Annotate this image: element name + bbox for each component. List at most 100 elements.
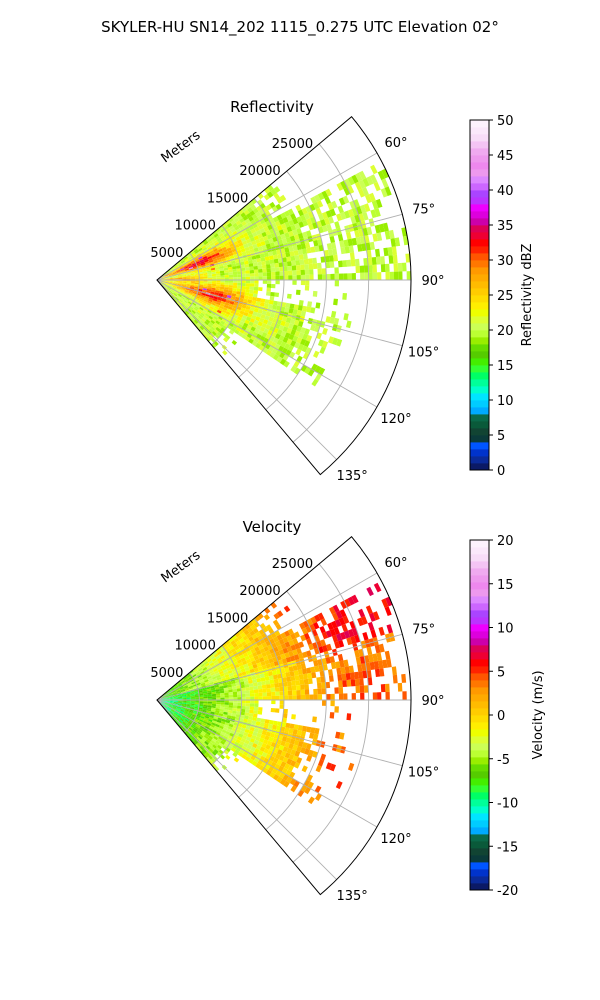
colorbar-swatch bbox=[470, 820, 489, 828]
radar-gate bbox=[166, 288, 170, 292]
radar-gate bbox=[280, 320, 286, 327]
radar-gate bbox=[259, 673, 265, 678]
radar-gate bbox=[164, 284, 168, 288]
range-tick-label: 10000 bbox=[174, 639, 215, 654]
radar-gate bbox=[289, 235, 296, 242]
radar-gate bbox=[234, 329, 240, 335]
radar-gate bbox=[372, 233, 378, 242]
radar-gate bbox=[170, 289, 175, 294]
sector-frame bbox=[156, 116, 412, 476]
radar-gate bbox=[336, 213, 343, 222]
radar-gate bbox=[313, 733, 319, 740]
radar-gate bbox=[300, 663, 307, 670]
radar-gate bbox=[164, 283, 169, 286]
radar-gate bbox=[181, 704, 187, 707]
radar-gate bbox=[265, 291, 271, 296]
radar-gate bbox=[185, 258, 190, 263]
radar-gate bbox=[374, 668, 381, 677]
radar-gate bbox=[277, 673, 283, 679]
radar-gate bbox=[164, 283, 169, 286]
radar-gate bbox=[283, 780, 290, 788]
radar-gate bbox=[196, 736, 202, 742]
radar-gate bbox=[247, 661, 253, 667]
radar-gate bbox=[286, 747, 293, 754]
radar-gate bbox=[261, 651, 267, 658]
radar-gate bbox=[194, 271, 199, 274]
radar-gate bbox=[244, 647, 251, 653]
radar-gate bbox=[253, 265, 259, 270]
radar-gate bbox=[340, 180, 348, 190]
radar-gate bbox=[198, 284, 204, 287]
radar-gate bbox=[200, 715, 205, 720]
radar-gate bbox=[207, 334, 213, 340]
radar-gate bbox=[209, 662, 215, 667]
radar-gate bbox=[189, 677, 194, 681]
radar-gate bbox=[216, 719, 222, 724]
colorbar-swatch bbox=[470, 463, 489, 471]
radar-gate bbox=[228, 329, 235, 335]
radar-gate bbox=[169, 698, 174, 700]
radar-gate bbox=[328, 675, 334, 682]
radar-gate bbox=[370, 174, 378, 184]
radar-gate bbox=[385, 263, 390, 273]
radar-gate bbox=[325, 762, 333, 770]
radar-gate bbox=[183, 256, 188, 261]
radar-gate bbox=[206, 686, 211, 690]
radar-gate bbox=[243, 257, 249, 262]
radar-gate bbox=[334, 641, 341, 649]
radar-gate bbox=[189, 726, 194, 730]
radar-gate bbox=[262, 272, 267, 277]
radar-gate bbox=[343, 313, 349, 321]
radar-gate bbox=[200, 294, 206, 298]
range-tick-label: 5000 bbox=[150, 246, 183, 261]
radar-gate bbox=[325, 681, 331, 689]
radar-gate bbox=[245, 276, 251, 280]
radar-gate bbox=[194, 258, 199, 262]
radar-gate bbox=[185, 271, 191, 274]
radar-gate bbox=[233, 274, 238, 278]
radar-gate bbox=[181, 308, 186, 313]
radar-gate bbox=[167, 690, 172, 693]
radar-gate bbox=[164, 282, 170, 285]
radar-gate bbox=[224, 697, 229, 700]
radar-gate bbox=[343, 210, 351, 219]
radar-gate bbox=[183, 685, 188, 688]
radar-gate bbox=[200, 670, 205, 675]
radar-gate bbox=[235, 262, 241, 267]
colorbar-swatch bbox=[470, 582, 489, 590]
radar-gate bbox=[214, 670, 219, 675]
radar-gate bbox=[215, 688, 220, 692]
radar-gate bbox=[237, 277, 242, 280]
radar-gate bbox=[252, 311, 258, 317]
radar-gate bbox=[167, 270, 172, 274]
radar-gate bbox=[235, 679, 240, 684]
colorbar-swatch bbox=[470, 421, 489, 429]
radar-gate bbox=[190, 702, 196, 704]
radar-gate bbox=[283, 708, 288, 714]
radar-gate bbox=[161, 700, 166, 702]
colorbar-swatch bbox=[470, 190, 489, 198]
colorbar-swatch bbox=[470, 568, 489, 576]
radar-gate bbox=[175, 296, 180, 300]
radar-gate bbox=[289, 670, 295, 677]
radar-gate bbox=[211, 285, 216, 289]
radar-gate bbox=[216, 676, 222, 681]
radar-gate bbox=[270, 188, 277, 196]
colorbar-swatch bbox=[470, 659, 489, 667]
radar-gate bbox=[207, 309, 212, 314]
radar-gate bbox=[349, 252, 355, 260]
radar-gate bbox=[303, 678, 309, 685]
radar-gate bbox=[256, 662, 262, 668]
radar-gate bbox=[207, 283, 212, 286]
radar-gate bbox=[164, 703, 169, 706]
colorbar-swatch bbox=[470, 806, 489, 814]
azimuth-gridline bbox=[156, 152, 378, 281]
radar-gate bbox=[190, 304, 195, 309]
radar-gate bbox=[345, 320, 352, 329]
radar-gate bbox=[232, 691, 238, 695]
radar-gate bbox=[313, 194, 321, 203]
radar-gate bbox=[189, 270, 195, 273]
radar-gate bbox=[335, 780, 343, 790]
radar-gate bbox=[358, 608, 366, 618]
radar-gate bbox=[235, 220, 242, 226]
